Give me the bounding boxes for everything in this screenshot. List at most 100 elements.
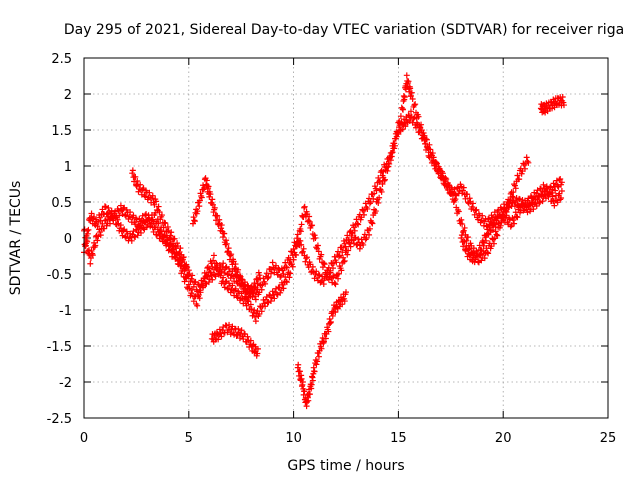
data-point <box>283 279 290 286</box>
data-point <box>235 266 242 273</box>
data-point <box>430 154 437 161</box>
data-point <box>403 72 410 79</box>
data-point <box>512 185 519 192</box>
data-point <box>311 232 318 239</box>
data-point <box>320 338 327 345</box>
data-point <box>381 176 388 183</box>
data-point <box>454 184 461 191</box>
data-point <box>483 237 490 244</box>
data-point <box>485 215 492 222</box>
data-point <box>305 397 312 404</box>
data-point <box>197 289 204 296</box>
data-point <box>184 264 191 271</box>
series-arc-5 <box>208 321 261 359</box>
data-point <box>532 193 539 200</box>
data-point <box>224 248 231 255</box>
data-point <box>231 265 238 272</box>
y-axis-label: SDTVAR / TECUs <box>8 181 24 296</box>
data-point <box>225 245 232 252</box>
data-point <box>549 193 556 200</box>
y-tick-label: -2 <box>59 376 72 391</box>
data-point <box>452 196 459 203</box>
x-tick-label: 5 <box>185 431 193 446</box>
data-point <box>318 251 325 258</box>
data-point <box>153 198 160 205</box>
data-point <box>189 286 196 293</box>
data-point <box>303 255 310 262</box>
data-point <box>379 181 386 188</box>
data-point <box>185 281 192 288</box>
data-point <box>338 267 345 274</box>
data-point <box>423 143 430 150</box>
data-point <box>214 262 221 269</box>
data-point <box>341 240 348 247</box>
data-point <box>216 216 223 223</box>
data-point <box>155 203 162 210</box>
data-point <box>475 253 482 260</box>
data-point <box>117 225 124 232</box>
data-point <box>134 178 141 185</box>
data-point <box>375 199 382 206</box>
data-point <box>87 260 94 267</box>
data-point <box>340 258 347 265</box>
series-arc-4 <box>189 175 264 301</box>
x-tick-label: 10 <box>285 431 302 446</box>
data-point <box>407 85 414 92</box>
data-point <box>137 181 144 188</box>
data-point <box>199 282 206 289</box>
data-point <box>287 270 294 277</box>
data-point <box>289 263 296 270</box>
data-point <box>99 206 106 213</box>
data-point <box>479 212 486 219</box>
data-point <box>415 113 422 120</box>
data-point <box>360 241 367 248</box>
y-tick-labels: 2.5 2 1.5 1 0.5 0 -0.5 -1 -1.5 -2 -2.5 <box>47 52 72 427</box>
data-point <box>298 375 305 382</box>
data-point <box>326 316 333 323</box>
data-point <box>237 273 244 280</box>
data-point <box>473 206 480 213</box>
data-point <box>381 177 388 184</box>
data-point <box>151 201 158 208</box>
data-point <box>449 186 456 193</box>
data-point <box>185 267 192 274</box>
y-tick-label: 2 <box>64 88 72 103</box>
data-point <box>421 132 428 139</box>
data-point <box>335 270 342 277</box>
data-point <box>299 379 306 386</box>
series-arc-2 <box>81 72 532 325</box>
data-point <box>407 92 414 99</box>
data-point <box>149 192 156 199</box>
data-point <box>269 259 276 266</box>
data-point <box>183 275 190 282</box>
data-point <box>560 102 567 109</box>
data-marks <box>81 72 567 410</box>
data-point <box>523 154 530 161</box>
plot-frame <box>83 57 609 419</box>
data-point <box>117 202 124 209</box>
data-point <box>511 182 518 189</box>
data-point <box>306 391 313 398</box>
data-point <box>134 232 141 239</box>
data-point <box>286 274 293 281</box>
data-point <box>409 96 416 103</box>
data-point <box>257 275 264 282</box>
data-point <box>301 204 308 211</box>
data-point <box>101 203 108 210</box>
data-point <box>493 231 500 238</box>
data-point <box>363 234 370 241</box>
data-point <box>225 285 232 292</box>
data-point <box>329 312 336 319</box>
data-point <box>558 195 565 201</box>
data-point <box>331 280 338 287</box>
y-tick-label: 2.5 <box>51 52 72 67</box>
data-point <box>296 368 303 375</box>
data-point <box>277 273 284 280</box>
data-point <box>191 218 198 225</box>
data-point <box>312 234 319 241</box>
data-point <box>180 254 187 261</box>
data-point <box>384 167 391 174</box>
data-point <box>225 271 232 278</box>
data-point <box>267 298 274 305</box>
data-point <box>217 330 224 337</box>
